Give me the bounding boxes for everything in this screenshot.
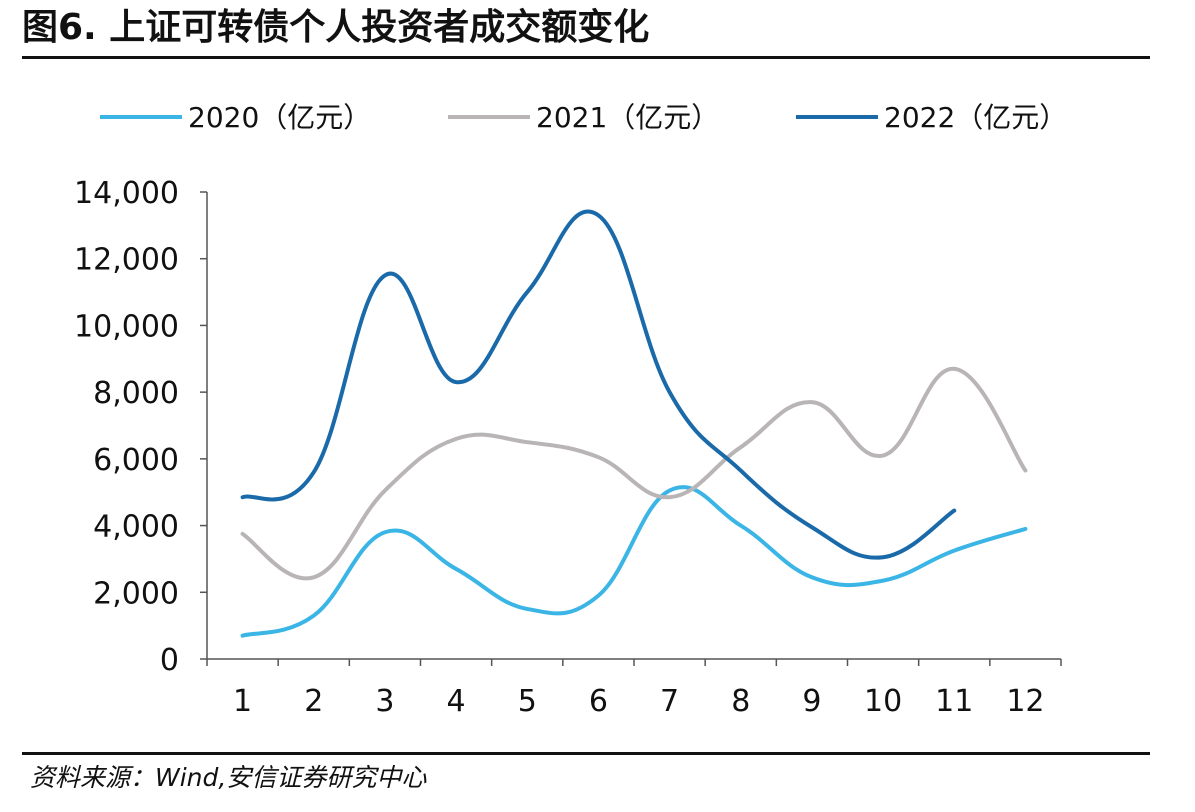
x-tick-label: 9 <box>802 684 821 719</box>
y-axis: 0 2,000 4,000 6,000 8,000 10,000 12,000 14,000 <box>74 176 208 678</box>
legend-label: 2022（亿元） <box>884 101 1067 134</box>
series-line-2 <box>240 366 1028 581</box>
y-tick-label: 14,000 <box>74 176 179 211</box>
series-lines <box>240 209 1028 638</box>
source-note: 资料来源：Wind,安信证券研究中心 <box>30 763 427 792</box>
legend-label: 2021（亿元） <box>536 101 719 134</box>
x-tick-label: 1 <box>233 684 252 719</box>
x-tick-label: 4 <box>447 684 466 719</box>
y-tick-label: 10,000 <box>74 309 179 344</box>
y-tick-label: 12,000 <box>74 243 179 278</box>
x-tick-label: 10 <box>864 684 902 719</box>
legend-label: 2020（亿元） <box>188 101 371 134</box>
x-axis: 1 2 3 4 5 6 7 8 9 10 11 12 <box>206 658 1062 719</box>
x-tick-label: 11 <box>935 684 973 719</box>
chart-legend: 2020（亿元） 2021（亿元） 2022（亿元） <box>100 101 1067 134</box>
x-tick-label: 6 <box>589 684 608 719</box>
chart-title: 图6. 上证可转债个人投资者成交额变化 <box>22 7 650 48</box>
x-tick-label: 3 <box>375 684 394 719</box>
y-tick-label: 6,000 <box>93 443 179 478</box>
x-tick-label: 5 <box>518 684 537 719</box>
series-line-1 <box>240 485 1028 638</box>
y-tick-label: 4,000 <box>93 510 179 545</box>
source-divider <box>22 752 1150 755</box>
y-tick-label: 0 <box>160 643 179 678</box>
x-tick-label: 8 <box>731 684 750 719</box>
title-divider <box>22 56 1150 59</box>
y-tick-label: 2,000 <box>93 576 179 611</box>
x-tick-label: 12 <box>1006 684 1044 719</box>
y-tick-label: 8,000 <box>93 376 179 411</box>
series-line-3 <box>240 209 957 560</box>
x-tick-label: 2 <box>304 684 323 719</box>
x-tick-label: 7 <box>660 684 679 719</box>
